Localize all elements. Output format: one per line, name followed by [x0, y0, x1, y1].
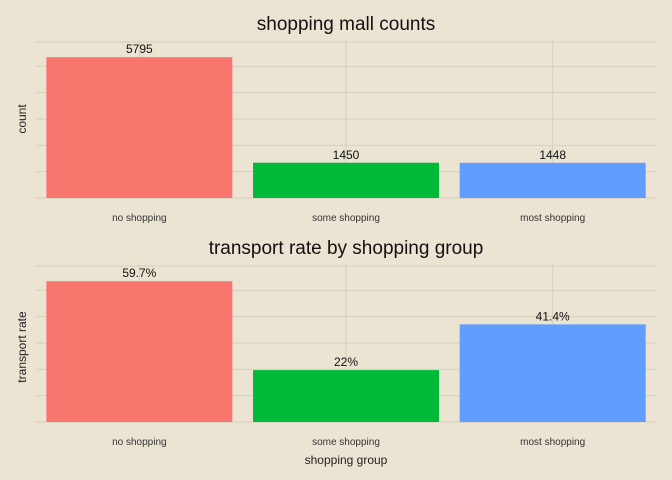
panel-transport-rate: transport rate by shopping group transpo… [15, 238, 656, 467]
x-tick-labels: no shopping some shopping most shopping [112, 437, 585, 448]
x-tick-label: no shopping [112, 213, 167, 224]
bar [459, 162, 646, 198]
bar [253, 162, 439, 198]
bar [459, 324, 646, 422]
chart-title: shopping mall counts [257, 14, 436, 35]
data-label: 5795 [126, 42, 153, 56]
x-tick-label: some shopping [312, 213, 380, 224]
data-label: 22% [334, 355, 358, 369]
chart-title: transport rate by shopping group [209, 238, 484, 259]
x-axis-title: shopping group [305, 453, 388, 467]
data-labels: 5795 1450 1448 [126, 42, 566, 162]
data-label: 1450 [333, 148, 360, 162]
data-label: 1448 [539, 148, 566, 162]
y-axis-title: transport rate [15, 311, 29, 383]
x-tick-label: some shopping [312, 437, 380, 448]
x-tick-label: most shopping [520, 213, 585, 224]
bar [46, 57, 233, 198]
x-tick-label: no shopping [112, 437, 167, 448]
data-label: 41.4% [536, 309, 570, 323]
x-tick-label: most shopping [520, 437, 585, 448]
x-tick-labels: no shopping some shopping most shopping [112, 213, 585, 224]
data-label: 59.7% [122, 266, 156, 280]
bar [253, 370, 439, 422]
data-labels: 59.7% 22% 41.4% [122, 266, 570, 369]
bar [46, 281, 233, 422]
bars [46, 281, 646, 422]
bars [46, 57, 646, 198]
y-axis-title: count [15, 104, 29, 134]
